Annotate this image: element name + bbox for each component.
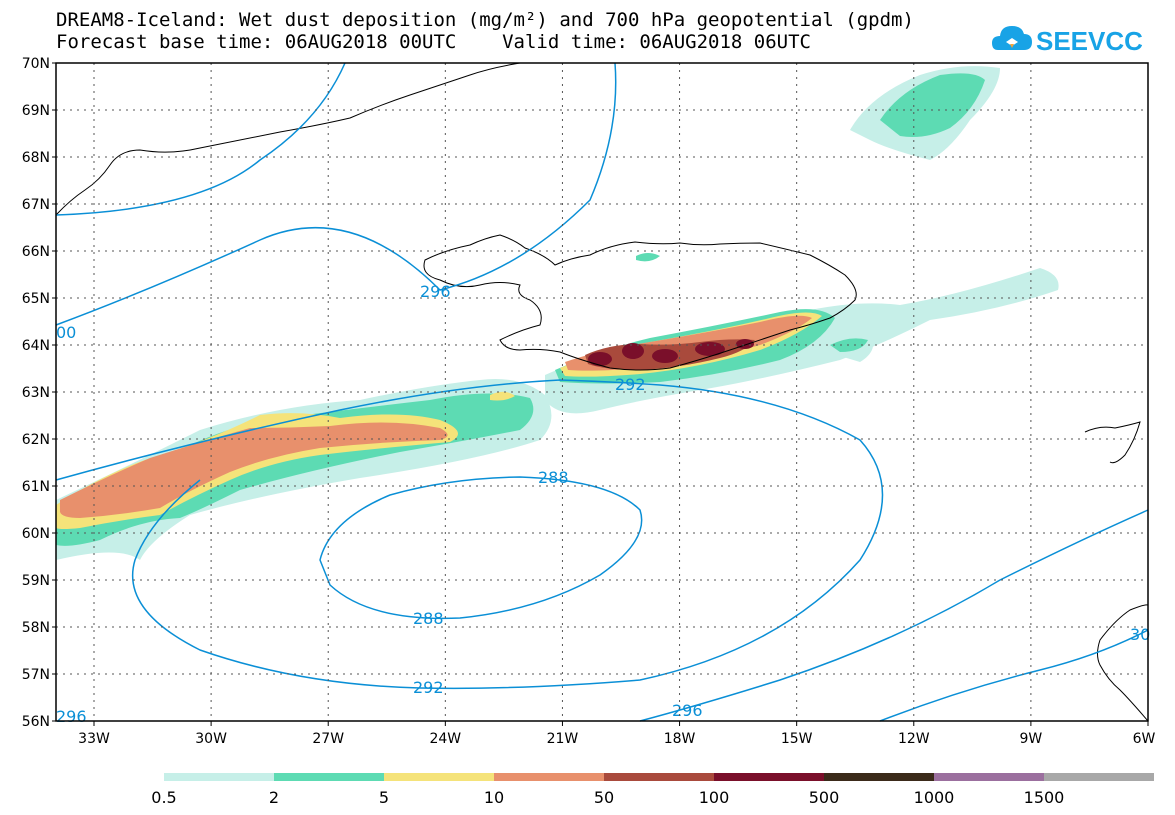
contour-292 — [55, 379, 884, 690]
chart-title: DREAM8-Iceland: Wet dust deposition (mg/… — [56, 9, 914, 31]
lat-label: 58N — [22, 620, 50, 636]
lat-label: 62N — [22, 432, 50, 448]
lat-label: 56N — [22, 714, 50, 730]
legend-label: 1000 — [914, 788, 955, 807]
lat-label: 57N — [22, 667, 50, 683]
lat-label: 64N — [22, 338, 50, 354]
lat-label: 65N — [22, 291, 50, 307]
cloud-icon — [992, 26, 1032, 50]
lon-label: 9W — [1020, 731, 1043, 747]
contour-288 — [319, 476, 643, 620]
iceland-coast — [423, 234, 857, 371]
legend-swatch — [164, 773, 274, 781]
longitude-labels: 33W 30W 27W 24W 21W 18W 15W 12W 9W 6W — [78, 721, 1156, 747]
lat-label: 61N — [22, 479, 50, 495]
lon-label: 21W — [547, 731, 579, 747]
latitude-labels: 70N 69N 68N 67N 66N 65N 64N 63N 62N 61N 60N 59N 58N 5… — [22, 56, 56, 730]
contour-label-292-north: 292 — [615, 375, 646, 394]
lon-label: 24W — [429, 731, 461, 747]
lat-label: 63N — [22, 385, 50, 401]
seevccc-logo: SEEVCCC — [992, 26, 1142, 56]
greenland-coast — [56, 63, 521, 216]
contour-label-296: 296 — [420, 282, 451, 301]
legend-label: 500 — [809, 788, 840, 807]
legend-label: 5 — [379, 788, 389, 807]
legend-swatch — [824, 773, 934, 781]
contour-label-288-north: 288 — [538, 468, 569, 487]
legend-label: 50 — [594, 788, 614, 807]
lat-label: 67N — [22, 197, 50, 213]
legend-label: 0.5 — [151, 788, 176, 807]
legend: 0.5 2 5 10 50 100 500 1000 1500 — [151, 773, 1154, 807]
legend-label: 100 — [699, 788, 730, 807]
legend-swatch — [604, 773, 714, 781]
lat-label: 59N — [22, 573, 50, 589]
lat-label: 68N — [22, 150, 50, 166]
legend-label: 2 — [269, 788, 279, 807]
gridlines — [56, 63, 1148, 721]
lon-label: 15W — [781, 731, 813, 747]
contour-labels: 296 00 292 288 288 292 296 296 30 — [56, 282, 1150, 726]
legend-swatch — [274, 773, 384, 781]
legend-swatch — [1044, 773, 1154, 781]
legend-label: 1500 — [1024, 788, 1065, 807]
coastlines — [56, 63, 1148, 721]
lat-label: 60N — [22, 526, 50, 542]
legend-label: 10 — [484, 788, 504, 807]
lon-label: 12W — [898, 731, 930, 747]
logo-text: SEEVCCC — [1036, 26, 1142, 56]
contour-label-288-south: 288 — [413, 609, 444, 628]
legend-swatch — [494, 773, 604, 781]
lon-label: 6W — [1133, 731, 1156, 747]
chart-subtitle: Forecast base time: 06AUG2018 00UTC Vali… — [56, 31, 811, 53]
contour-label-296-sw: 296 — [56, 707, 87, 726]
lon-label: 33W — [78, 731, 110, 747]
lon-label: 18W — [664, 731, 696, 747]
geopotential-contours — [55, 62, 1149, 722]
lat-label: 70N — [22, 56, 50, 72]
lon-label: 30W — [195, 731, 227, 747]
contour-300-se — [879, 629, 1149, 722]
lat-label: 69N — [22, 103, 50, 119]
lat-label: 66N — [22, 244, 50, 260]
map-area — [56, 63, 1148, 721]
faroe-scotland-coast — [1084, 421, 1141, 464]
contour-label-300-west: 00 — [56, 323, 76, 342]
contour-296-south — [639, 509, 1149, 722]
legend-swatch — [714, 773, 824, 781]
lon-label: 27W — [312, 731, 344, 747]
contour-label-300-east: 30 — [1130, 625, 1150, 644]
dust-layer-100 — [588, 339, 754, 366]
legend-swatch — [384, 773, 494, 781]
scotland-coast — [1097, 604, 1148, 721]
contour-296-north — [55, 62, 617, 326]
contour-label-296-south: 296 — [672, 701, 703, 720]
contour-label-292-south: 292 — [413, 678, 444, 697]
contour-300-nw — [55, 62, 346, 216]
legend-swatch — [934, 773, 1044, 781]
